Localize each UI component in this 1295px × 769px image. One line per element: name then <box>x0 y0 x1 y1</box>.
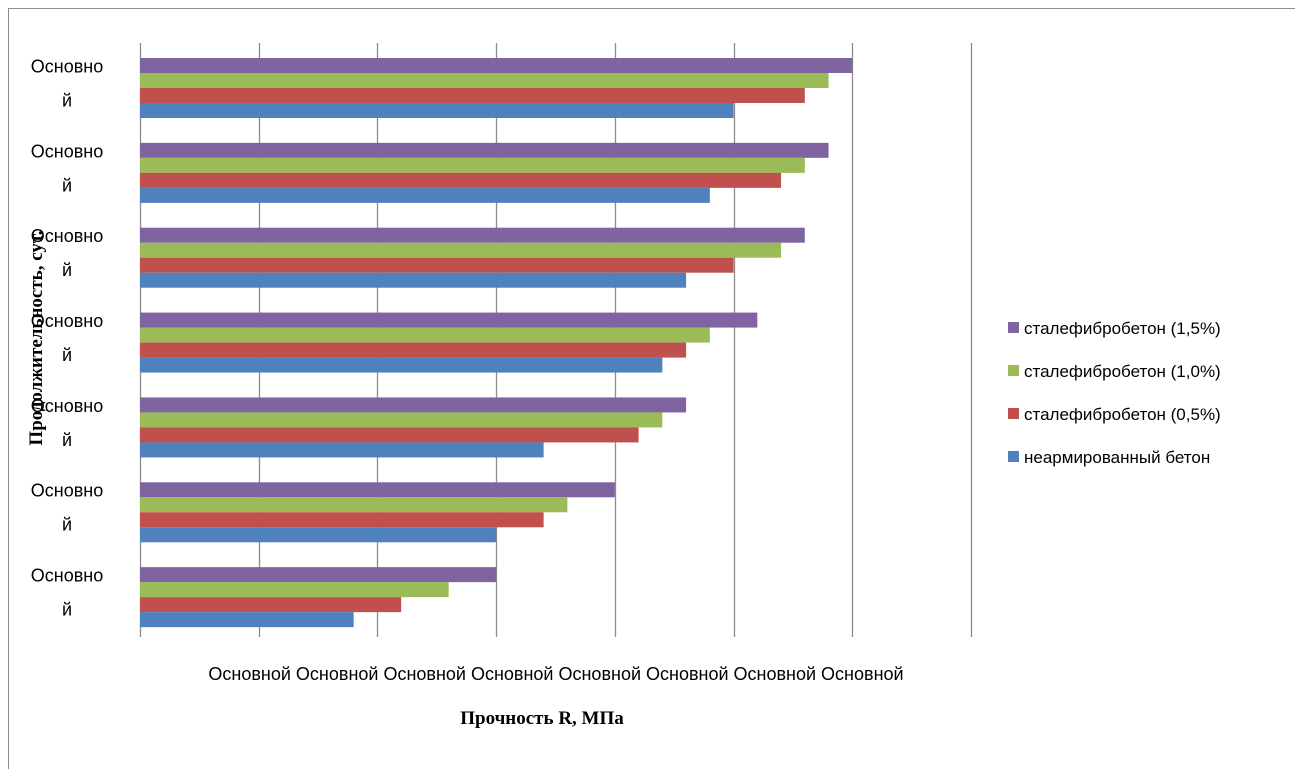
y-tick-label: Основно й <box>31 141 103 195</box>
bars <box>140 58 853 628</box>
bar <box>140 497 568 513</box>
y-tick-label: Основно й <box>31 566 103 620</box>
bar <box>140 272 687 288</box>
bar <box>140 312 758 328</box>
legend-label: сталефибробетон (0,5%) <box>1024 405 1221 424</box>
bar <box>140 397 687 413</box>
bar <box>140 257 734 273</box>
x-axis-title: Прочность R, МПа <box>460 708 624 729</box>
bar <box>140 567 497 583</box>
bar <box>140 187 710 203</box>
y-tick-label: Основно й <box>31 311 103 365</box>
bar <box>140 157 805 173</box>
bar <box>140 142 829 158</box>
y-tick-label: Основно й <box>31 481 103 535</box>
bar <box>140 442 544 458</box>
legend-swatch <box>1008 365 1019 376</box>
bar <box>140 512 544 528</box>
bar <box>140 597 402 613</box>
bar <box>140 482 615 498</box>
legend-swatch <box>1008 322 1019 333</box>
legend: сталефибробетон (1,5%) сталефибробетон (1… <box>1008 319 1221 467</box>
y-axis-title: Продолжительность, сут. <box>26 230 47 445</box>
bar <box>140 357 663 373</box>
bar <box>140 327 710 343</box>
bar <box>140 612 354 628</box>
legend-label: сталефибробетон (1,0%) <box>1024 362 1221 381</box>
bar <box>140 227 805 243</box>
y-tick-label: Основно й <box>31 56 103 110</box>
bar <box>140 412 663 428</box>
bar <box>140 242 782 258</box>
bar <box>140 527 497 543</box>
bar <box>140 58 853 73</box>
legend-label: неармированный бетон <box>1024 448 1210 467</box>
legend-swatch <box>1008 451 1019 462</box>
bar <box>140 582 449 598</box>
chart-frame <box>8 8 1295 769</box>
y-tick-label: Основно й <box>31 226 103 280</box>
x-tick-labels: Основной Основной Основной Основной Осно… <box>208 664 903 684</box>
y-tick-label: Основно й <box>31 396 103 450</box>
legend-swatch <box>1008 408 1019 419</box>
bar <box>140 427 639 443</box>
bar <box>140 103 734 118</box>
bar <box>140 342 687 358</box>
x-tick-label-row: Основной Основной Основной Основной Осно… <box>208 664 903 684</box>
y-tick-labels: Основно й Основно й Основно й Основно й Основно й… <box>31 56 103 619</box>
bar <box>140 73 829 88</box>
legend-label: сталефибробетон (1,5%) <box>1024 319 1221 338</box>
bar <box>140 88 805 103</box>
bar <box>140 172 782 188</box>
